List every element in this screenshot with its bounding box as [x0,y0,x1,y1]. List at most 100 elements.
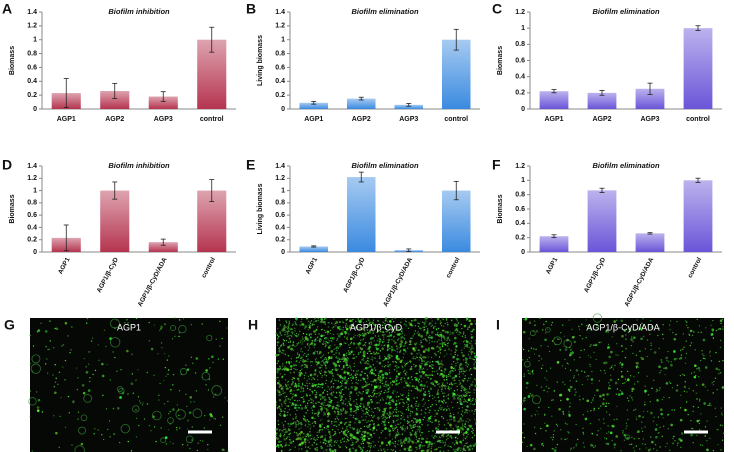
y-tick-label: 1.4 [27,163,37,170]
bar [394,104,423,109]
y-tick-label: 0.2 [515,90,525,97]
y-tick-label: 0.6 [27,64,37,71]
error-bar [209,26,215,53]
bar [683,28,713,110]
y-tick-label: 0.2 [27,92,37,99]
y-tick-label: 1.2 [275,175,285,182]
error-bar [311,245,317,248]
chart-title: Biofilm inhibition [108,161,170,170]
micrograph [521,313,725,452]
chart-title: Biofilm elimination [592,7,660,16]
y-tick-label: 0.2 [27,237,37,244]
image-label: AGP1/β-CyD [350,322,403,332]
y-tick-label: 0.4 [27,224,37,231]
chart-title: Biofilm elimination [592,161,660,170]
y-tick-label: 0.6 [27,212,37,219]
y-tick-label: 0 [521,249,525,256]
x-tick-label: AGP1/β-CyD [96,256,120,294]
micrograph [275,316,478,452]
x-tick-label: AGP2 [592,116,611,123]
bar [299,102,328,109]
x-tick-label: control [201,256,218,279]
bar [539,236,569,252]
y-tick-label: 1.2 [515,163,525,170]
error-bar [358,96,364,101]
x-tick-label: AGP2 [352,116,371,123]
bar [442,39,471,109]
bar [100,90,130,109]
bar [347,98,376,109]
panel-letter: B [246,1,256,17]
y-tick-label: 0.2 [515,235,525,242]
panel-letter: F [492,157,501,173]
y-tick-label: 1.4 [27,9,37,16]
chart-title: Biofilm elimination [351,161,419,170]
y-tick-label: 0.6 [275,212,285,219]
y-tick-label: 0.8 [275,200,285,207]
error-bar [647,232,653,235]
micrograph [28,317,229,452]
y-tick-label: 0.8 [515,192,525,199]
x-tick-label: AGP1 [544,116,563,123]
chart-title: Biofilm inhibition [108,7,170,16]
error-bar [551,234,557,239]
panel-letter: E [246,157,255,173]
error-bar [160,91,166,102]
y-tick-label: 1.2 [27,175,37,182]
error-bar [63,78,69,109]
y-tick-label: 1.4 [275,163,285,170]
panel-letter: A [2,1,12,17]
y-tick-label: 0 [281,106,285,113]
y-tick-label: 0 [521,106,525,113]
panel-letter: D [2,157,12,173]
y-tick-label: 1 [33,187,37,194]
error-bar [311,100,317,105]
bar [299,246,328,252]
bar [683,180,713,252]
x-tick-label: AGP1/β-CyD [583,256,607,294]
y-tick-label: 1 [521,177,525,184]
y-tick-label: 0.6 [275,64,285,71]
x-tick-label: AGP1 [57,116,76,123]
bar [347,177,376,252]
y-axis-label: Living biomass [257,35,264,86]
bar [148,242,178,252]
y-tick-label: 0.4 [515,74,525,81]
y-tick-label: 0 [281,249,285,256]
y-tick-label: 0.4 [515,220,525,227]
x-tick-label: AGP1/β-CyD/ADA [137,256,169,308]
x-tick-label: control [687,256,704,279]
y-tick-label: 1.4 [275,9,285,16]
y-tick-label: 1.2 [275,23,285,30]
chart-title: Biofilm elimination [351,7,419,16]
error-bar [453,180,459,201]
y-tick-label: 1.2 [515,9,525,16]
image-label: AGP1/β-CyD/ADA [586,322,659,332]
y-tick-label: 1.2 [27,23,37,30]
error-bar [695,177,701,183]
y-tick-label: 1 [521,25,525,32]
bar [635,233,665,252]
y-axis-label: Biomass [497,46,504,75]
y-axis-label: Biomass [9,194,16,223]
error-bar [112,181,118,200]
error-bar [63,224,69,252]
y-tick-label: 1 [33,37,37,44]
panel-letter: H [248,317,258,333]
error-bar [453,28,459,51]
x-tick-label: AGP1/β-CyD [342,256,366,294]
panel-letter: G [4,317,15,333]
x-tick-label: control [444,116,468,123]
y-axis-label: Living biomass [257,183,264,234]
error-bar [551,89,557,94]
y-tick-label: 0.2 [275,237,285,244]
bar [635,88,665,109]
error-bar [599,187,605,193]
error-bar [112,82,118,100]
y-tick-label: 0.4 [27,78,37,85]
x-tick-label: AGP1/β-CyD/ADA [624,256,656,308]
panel-letter: C [492,1,502,17]
y-tick-label: 0.8 [515,41,525,48]
error-bar [406,248,412,252]
